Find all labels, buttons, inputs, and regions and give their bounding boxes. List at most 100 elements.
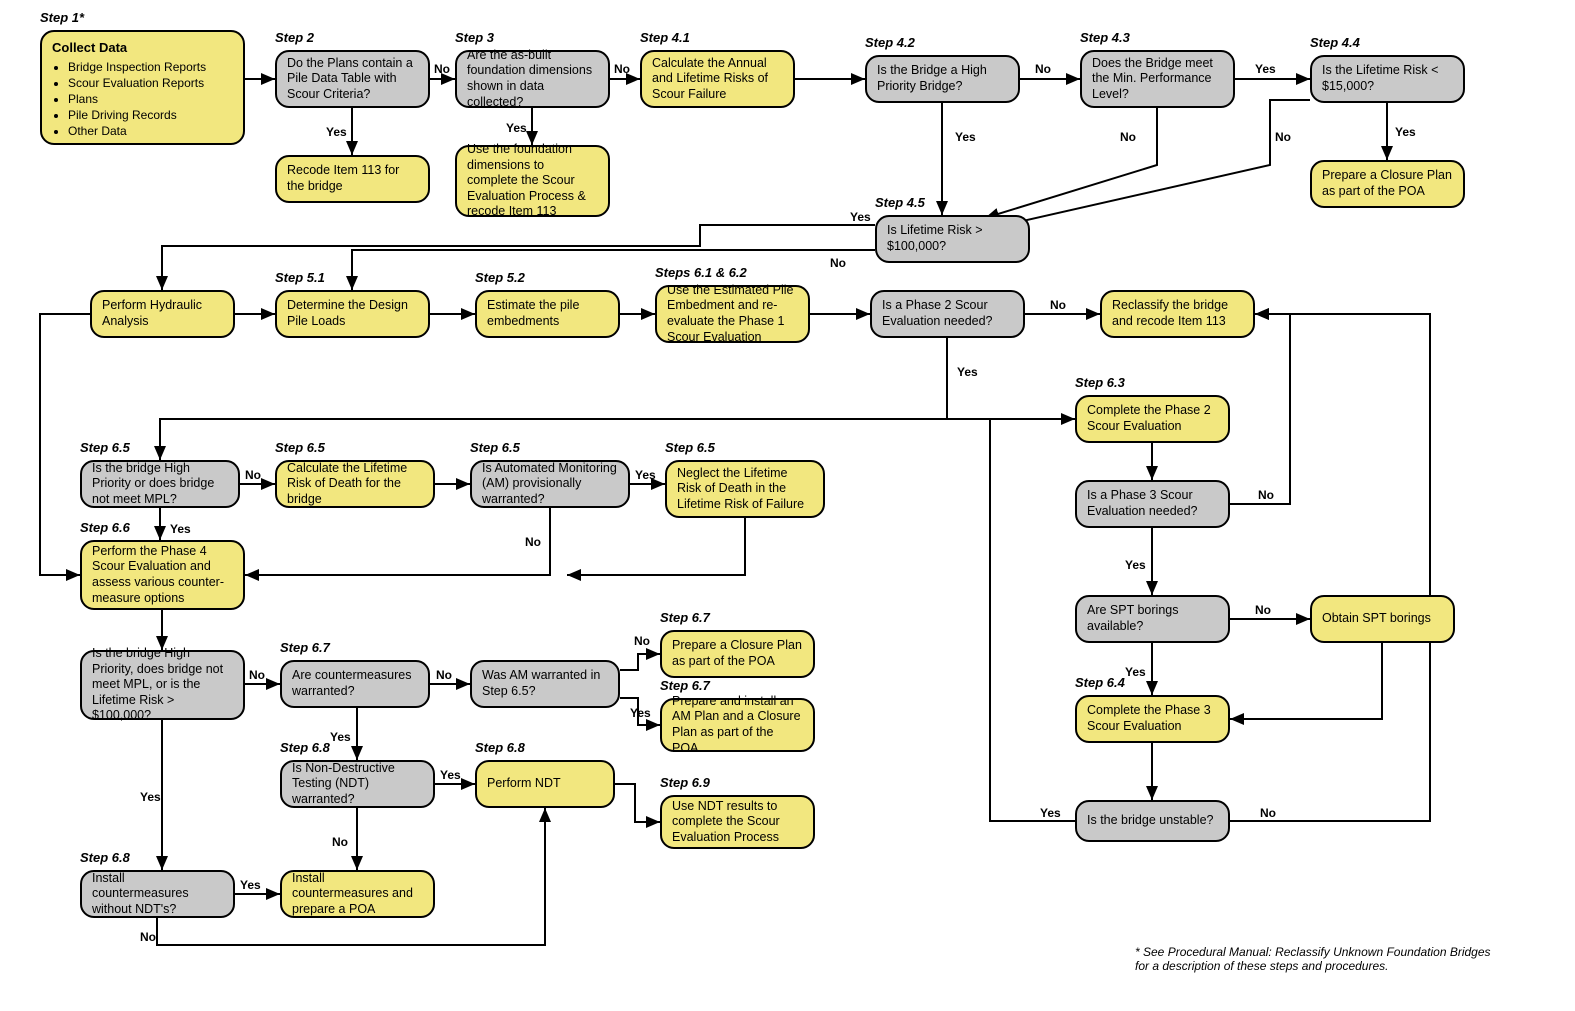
- step-label-n65a: Step 6.5: [80, 440, 130, 455]
- edge-label-e6: Yes: [1255, 62, 1276, 76]
- node-nHA: Perform Hydraulic Analysis: [90, 290, 235, 338]
- edge-label-e28: No: [1260, 806, 1276, 820]
- step-label-n44: Step 4.4: [1310, 35, 1360, 50]
- edge-label-e37: No: [249, 668, 265, 682]
- node-n44y: Prepare a Closure Plan as part of the PO…: [1310, 160, 1465, 208]
- edge-label-e24: No: [1255, 603, 1271, 617]
- edge-label-e22: No: [1258, 488, 1274, 502]
- node-n68p: Perform NDT: [475, 760, 615, 808]
- node-n66q: Is the bridge High Priority, does bridge…: [80, 650, 245, 720]
- edge-label-e10: Yes: [955, 130, 976, 144]
- node-n41: Calculate the Annual and Lifetime Risks …: [640, 50, 795, 108]
- edge-label-e23: Yes: [1125, 558, 1146, 572]
- node-n64: Complete the Phase 3 Scour Evaluation: [1075, 695, 1230, 743]
- edge-e28: [1230, 314, 1430, 821]
- node-n3y: Use the foundation dimensions to complet…: [455, 145, 610, 217]
- node-n65c: Is Automated Monitoring (AM) provisional…: [470, 460, 630, 508]
- node-nUNS: Is the bridge unstable?: [1075, 800, 1230, 842]
- node-n51: Determine the Design Pile Loads: [275, 290, 430, 338]
- edge-label-e12: No: [1275, 130, 1291, 144]
- node-n42: Is the Bridge a High Priority Bridge?: [865, 55, 1020, 103]
- node-nAMq: Was AM warranted in Step 6.5?: [470, 660, 620, 708]
- edge-label-e46: Yes: [240, 878, 261, 892]
- step-label-n43: Step 4.3: [1080, 30, 1130, 45]
- edge-e39: [620, 654, 660, 670]
- node-n67a: Prepare a Closure Plan as part of the PO…: [660, 630, 815, 678]
- node-n65a: Is the bridge High Priority or does brid…: [80, 460, 240, 508]
- node-nICM: Install countermeasures and prepare a PO…: [280, 870, 435, 918]
- node-n65b: Calculate the Lifetime Risk of Death for…: [275, 460, 435, 508]
- step-label-n45: Step 4.5: [875, 195, 925, 210]
- edge-label-e26: Yes: [1125, 665, 1146, 679]
- step-label-n612: Steps 6.1 & 6.2: [655, 265, 747, 280]
- node-n69: Use NDT results to complete the Scour Ev…: [660, 795, 815, 849]
- edge-label-e13: Yes: [850, 210, 871, 224]
- edge-label-e7: Yes: [326, 125, 347, 139]
- node-nOBS: Obtain SPT borings: [1310, 595, 1455, 643]
- edge-label-e29: Yes: [1040, 806, 1061, 820]
- node-n66: Perform the Phase 4 Scour Evaluation and…: [80, 540, 245, 610]
- edge-label-e20: Yes: [957, 365, 978, 379]
- edge-label-e33: Yes: [170, 522, 191, 536]
- step-label-n66: Step 6.6: [80, 520, 130, 535]
- node-n67b: Prepare and install an AM Plan and a Clo…: [660, 698, 815, 752]
- edge-label-e2: No: [434, 62, 450, 76]
- node-nP2q: Is a Phase 2 Scour Evaluation needed?: [870, 290, 1025, 338]
- node-n44: Is the Lifetime Risk < $15,000?: [1310, 55, 1465, 103]
- step-label-n2: Step 2: [275, 30, 314, 45]
- node-nSPT: Are SPT borings available?: [1075, 595, 1230, 643]
- edge-e34: [245, 508, 550, 575]
- node-n1: Collect DataBridge Inspection ReportsSco…: [40, 30, 245, 145]
- edge-e43: [615, 784, 660, 822]
- edge-label-e47: No: [140, 930, 156, 944]
- edge-e22: [1230, 314, 1290, 504]
- edge-label-e30: No: [245, 468, 261, 482]
- step-label-n65c: Step 6.5: [470, 440, 520, 455]
- edge-label-e44: No: [332, 835, 348, 849]
- edge-label-e34: No: [525, 535, 541, 549]
- node-nCMq: Are countermeasures warranted?: [280, 660, 430, 708]
- edge-label-e40: Yes: [630, 706, 651, 720]
- step-label-n69: Step 6.9: [660, 775, 710, 790]
- node-n68q: Is Non-Destructive Testing (NDT) warrant…: [280, 760, 435, 808]
- step-label-n63: Step 6.3: [1075, 375, 1125, 390]
- edge-label-e45: Yes: [140, 790, 161, 804]
- node-n45: Is Lifetime Risk > $100,000?: [875, 215, 1030, 263]
- edge-label-e38: No: [436, 668, 452, 682]
- step-label-n68p: Step 6.8: [475, 740, 525, 755]
- node-n63: Complete the Phase 2 Scour Evaluation: [1075, 395, 1230, 443]
- node-n2y: Recode Item 113 for the bridge: [275, 155, 430, 203]
- edge-label-e32: Yes: [635, 468, 656, 482]
- footnote: * See Procedural Manual: Reclassify Unkn…: [1135, 945, 1505, 973]
- step-label-n65d: Step 6.5: [665, 440, 715, 455]
- step-label-nICQ: Step 6.8: [80, 850, 130, 865]
- edge-label-e42: Yes: [440, 768, 461, 782]
- step-label-n3: Step 3: [455, 30, 494, 45]
- node-n3: Are the as-built foundation dimensions s…: [455, 50, 610, 108]
- step-label-n51: Step 5.1: [275, 270, 325, 285]
- edge-label-e8: Yes: [506, 121, 527, 135]
- edge-label-e41: Yes: [330, 730, 351, 744]
- node-nP3q: Is a Phase 3 Scour Evaluation needed?: [1075, 480, 1230, 528]
- step-label-nCMq: Step 6.7: [280, 640, 330, 655]
- step-label-n67a: Step 6.7: [660, 610, 710, 625]
- edge-e11: [985, 108, 1157, 218]
- node-n612: Use the Estimated Pile Embedment and re-…: [655, 285, 810, 343]
- step-label-n68q: Step 6.8: [280, 740, 330, 755]
- node-nICQ: Install countermeasures without NDT's?: [80, 870, 235, 918]
- edge-label-e9: Yes: [1395, 125, 1416, 139]
- step-label-n67b: Step 6.7: [660, 678, 710, 693]
- node-n52: Estimate the pile embedments: [475, 290, 620, 338]
- edge-label-e14: No: [830, 256, 846, 270]
- edge-e25: [1230, 643, 1382, 719]
- step-label-n65b: Step 6.5: [275, 440, 325, 455]
- node-nRC: Reclassify the bridge and recode Item 11…: [1100, 290, 1255, 338]
- edge-label-e19: No: [1050, 298, 1066, 312]
- step-label-n52: Step 5.2: [475, 270, 525, 285]
- step-label-n1: Step 1*: [40, 10, 84, 25]
- edge-label-e11: No: [1120, 130, 1136, 144]
- step-label-n64: Step 6.4: [1075, 675, 1125, 690]
- edge-label-e3: No: [614, 62, 630, 76]
- step-label-n41: Step 4.1: [640, 30, 690, 45]
- node-n65d: Neglect the Lifetime Risk of Death in th…: [665, 460, 825, 518]
